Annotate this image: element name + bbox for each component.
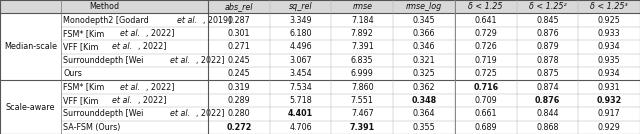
Text: FSM* [Kim: FSM* [Kim: [63, 29, 108, 38]
Text: 0.725: 0.725: [474, 69, 497, 78]
Text: et al.: et al.: [170, 56, 191, 65]
Text: 0.726: 0.726: [474, 42, 497, 51]
Text: 7.860: 7.860: [351, 83, 374, 92]
Text: δ < 1.25³: δ < 1.25³: [590, 2, 628, 11]
Text: , 2022]: , 2022]: [196, 56, 225, 65]
Text: 7.534: 7.534: [289, 83, 312, 92]
Text: 6.180: 6.180: [289, 29, 312, 38]
Text: abs_rel: abs_rel: [225, 2, 253, 11]
Text: 0.933: 0.933: [598, 29, 620, 38]
Text: 0.931: 0.931: [598, 83, 620, 92]
Text: Surrounddepth [Wei: Surrounddepth [Wei: [63, 109, 146, 118]
Text: Median-scale: Median-scale: [4, 42, 57, 51]
Text: rmse_log: rmse_log: [406, 2, 442, 11]
Text: 0.364: 0.364: [413, 109, 435, 118]
Text: 0.719: 0.719: [474, 56, 497, 65]
Text: 6.999: 6.999: [351, 69, 374, 78]
Text: 0.876: 0.876: [535, 96, 560, 105]
Text: 7.892: 7.892: [351, 29, 374, 38]
Text: , 2019]: , 2019]: [203, 16, 232, 25]
Text: 0.716: 0.716: [473, 83, 499, 92]
Text: , 2022]: , 2022]: [138, 96, 167, 105]
Text: 4.401: 4.401: [288, 109, 313, 118]
Text: 0.355: 0.355: [413, 123, 435, 132]
Text: 0.319: 0.319: [228, 83, 250, 92]
Text: 0.709: 0.709: [474, 96, 497, 105]
Text: et al.: et al.: [113, 96, 132, 105]
Text: 7.551: 7.551: [351, 96, 374, 105]
Text: , 2022]: , 2022]: [196, 109, 225, 118]
Text: , 2022]: , 2022]: [146, 83, 175, 92]
Text: 7.391: 7.391: [351, 42, 374, 51]
Text: , 2022]: , 2022]: [146, 29, 175, 38]
Text: 0.876: 0.876: [536, 29, 559, 38]
Text: 0.301: 0.301: [228, 29, 250, 38]
Text: 7.184: 7.184: [351, 16, 374, 25]
Text: 0.844: 0.844: [536, 109, 559, 118]
Text: 0.362: 0.362: [413, 83, 435, 92]
Text: Method: Method: [89, 2, 119, 11]
Text: 0.321: 0.321: [413, 56, 435, 65]
Text: 0.366: 0.366: [413, 29, 435, 38]
Text: 0.868: 0.868: [536, 123, 559, 132]
Text: 0.346: 0.346: [413, 42, 435, 51]
Bar: [0, 0, 640, 13]
Text: 0.325: 0.325: [413, 69, 435, 78]
Text: Scale-aware: Scale-aware: [6, 103, 55, 112]
Text: δ < 1.25: δ < 1.25: [468, 2, 503, 11]
Text: 7.391: 7.391: [349, 123, 375, 132]
Text: 6.835: 6.835: [351, 56, 374, 65]
Text: 0.934: 0.934: [598, 42, 620, 51]
Text: et al.: et al.: [177, 16, 197, 25]
Text: 3.067: 3.067: [289, 56, 312, 65]
Text: 0.689: 0.689: [474, 123, 497, 132]
Text: VFF [Kim: VFF [Kim: [63, 96, 101, 105]
Text: 0.874: 0.874: [536, 83, 559, 92]
Text: 0.925: 0.925: [598, 16, 621, 25]
Text: 0.845: 0.845: [536, 16, 559, 25]
Text: 0.245: 0.245: [227, 56, 250, 65]
Text: 4.496: 4.496: [289, 42, 312, 51]
Text: et al.: et al.: [120, 83, 140, 92]
Text: 0.272: 0.272: [226, 123, 252, 132]
Text: 0.661: 0.661: [474, 109, 497, 118]
Text: 0.348: 0.348: [412, 96, 436, 105]
Text: Surrounddepth [Wei: Surrounddepth [Wei: [63, 56, 146, 65]
Text: 0.879: 0.879: [536, 42, 559, 51]
Text: 0.641: 0.641: [474, 16, 497, 25]
Text: 0.917: 0.917: [598, 109, 621, 118]
Text: 0.345: 0.345: [413, 16, 435, 25]
Text: 4.706: 4.706: [289, 123, 312, 132]
Text: 0.935: 0.935: [598, 56, 621, 65]
Text: rmse: rmse: [352, 2, 372, 11]
Text: et al.: et al.: [120, 29, 140, 38]
Text: δ < 1.25²: δ < 1.25²: [529, 2, 566, 11]
Text: 0.875: 0.875: [536, 69, 559, 78]
Text: 0.280: 0.280: [228, 109, 250, 118]
Text: Ours: Ours: [63, 69, 82, 78]
Text: 0.289: 0.289: [227, 96, 250, 105]
Text: 0.287: 0.287: [227, 16, 250, 25]
Text: 3.454: 3.454: [289, 69, 312, 78]
Text: et al.: et al.: [170, 109, 191, 118]
Text: 0.929: 0.929: [598, 123, 621, 132]
Text: 0.932: 0.932: [596, 96, 622, 105]
Text: 5.718: 5.718: [289, 96, 312, 105]
Text: Monodepth2 [Godard: Monodepth2 [Godard: [63, 16, 152, 25]
Text: 0.934: 0.934: [598, 69, 620, 78]
Text: 0.878: 0.878: [536, 56, 559, 65]
Text: SA-FSM (Ours): SA-FSM (Ours): [63, 123, 121, 132]
Text: VFF [Kim: VFF [Kim: [63, 42, 101, 51]
Text: 3.349: 3.349: [289, 16, 312, 25]
Text: 0.245: 0.245: [227, 69, 250, 78]
Text: 7.467: 7.467: [351, 109, 374, 118]
Text: sq_rel: sq_rel: [289, 2, 312, 11]
Text: et al.: et al.: [113, 42, 132, 51]
Text: 0.729: 0.729: [474, 29, 497, 38]
Text: , 2022]: , 2022]: [138, 42, 167, 51]
Text: FSM* [Kim: FSM* [Kim: [63, 83, 108, 92]
Text: 0.271: 0.271: [227, 42, 250, 51]
